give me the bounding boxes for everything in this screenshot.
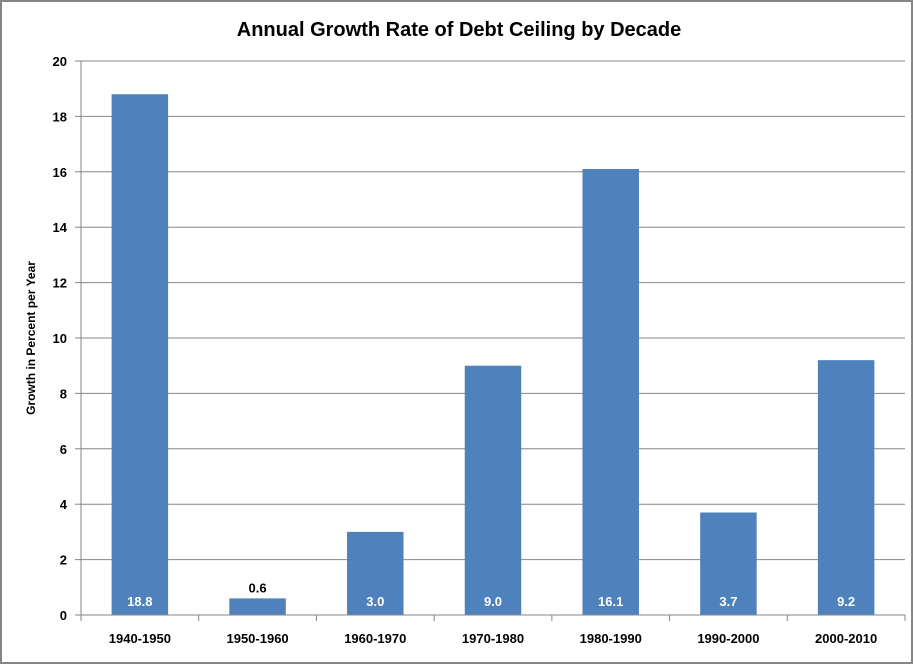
bar — [111, 94, 169, 616]
data-label: 16.1 — [598, 594, 623, 609]
y-tick-label: 0 — [60, 608, 67, 623]
bar — [464, 365, 522, 615]
x-tick-label: 1960-1970 — [344, 631, 406, 646]
y-tick-label: 16 — [53, 165, 67, 180]
x-tick-label: 1970-1980 — [462, 631, 524, 646]
y-tick-label: 14 — [53, 220, 68, 235]
data-label: 9.2 — [837, 594, 855, 609]
y-tick-label: 8 — [60, 386, 67, 401]
y-tick-label: 4 — [60, 497, 68, 512]
x-tick-label: 1950-1960 — [226, 631, 288, 646]
y-axis-label: Growth in Percent per Year — [24, 261, 38, 415]
bar — [582, 169, 639, 615]
x-tick-label: 1940-1950 — [109, 631, 171, 646]
data-label: 18.8 — [127, 594, 152, 609]
y-tick-label: 12 — [53, 276, 67, 291]
data-label: 3.7 — [719, 594, 737, 609]
y-tick-label: 18 — [53, 109, 67, 124]
x-tick-label: 1990-2000 — [697, 631, 759, 646]
data-label: 0.6 — [249, 580, 267, 595]
y-tick-label: 10 — [53, 331, 67, 346]
bar — [700, 512, 757, 615]
y-tick-label: 20 — [53, 54, 67, 69]
data-label: 9.0 — [484, 594, 502, 609]
bar — [347, 531, 404, 615]
x-tick-label: 2000-2010 — [815, 631, 877, 646]
x-tick-label: 1980-1990 — [580, 631, 642, 646]
data-label: 3.0 — [366, 594, 384, 609]
chart-title: Annual Growth Rate of Debt Ceiling by De… — [237, 19, 682, 41]
bar — [817, 360, 875, 615]
bar — [229, 598, 286, 615]
y-tick-label: 6 — [60, 442, 67, 457]
y-tick-label: 2 — [60, 553, 67, 568]
